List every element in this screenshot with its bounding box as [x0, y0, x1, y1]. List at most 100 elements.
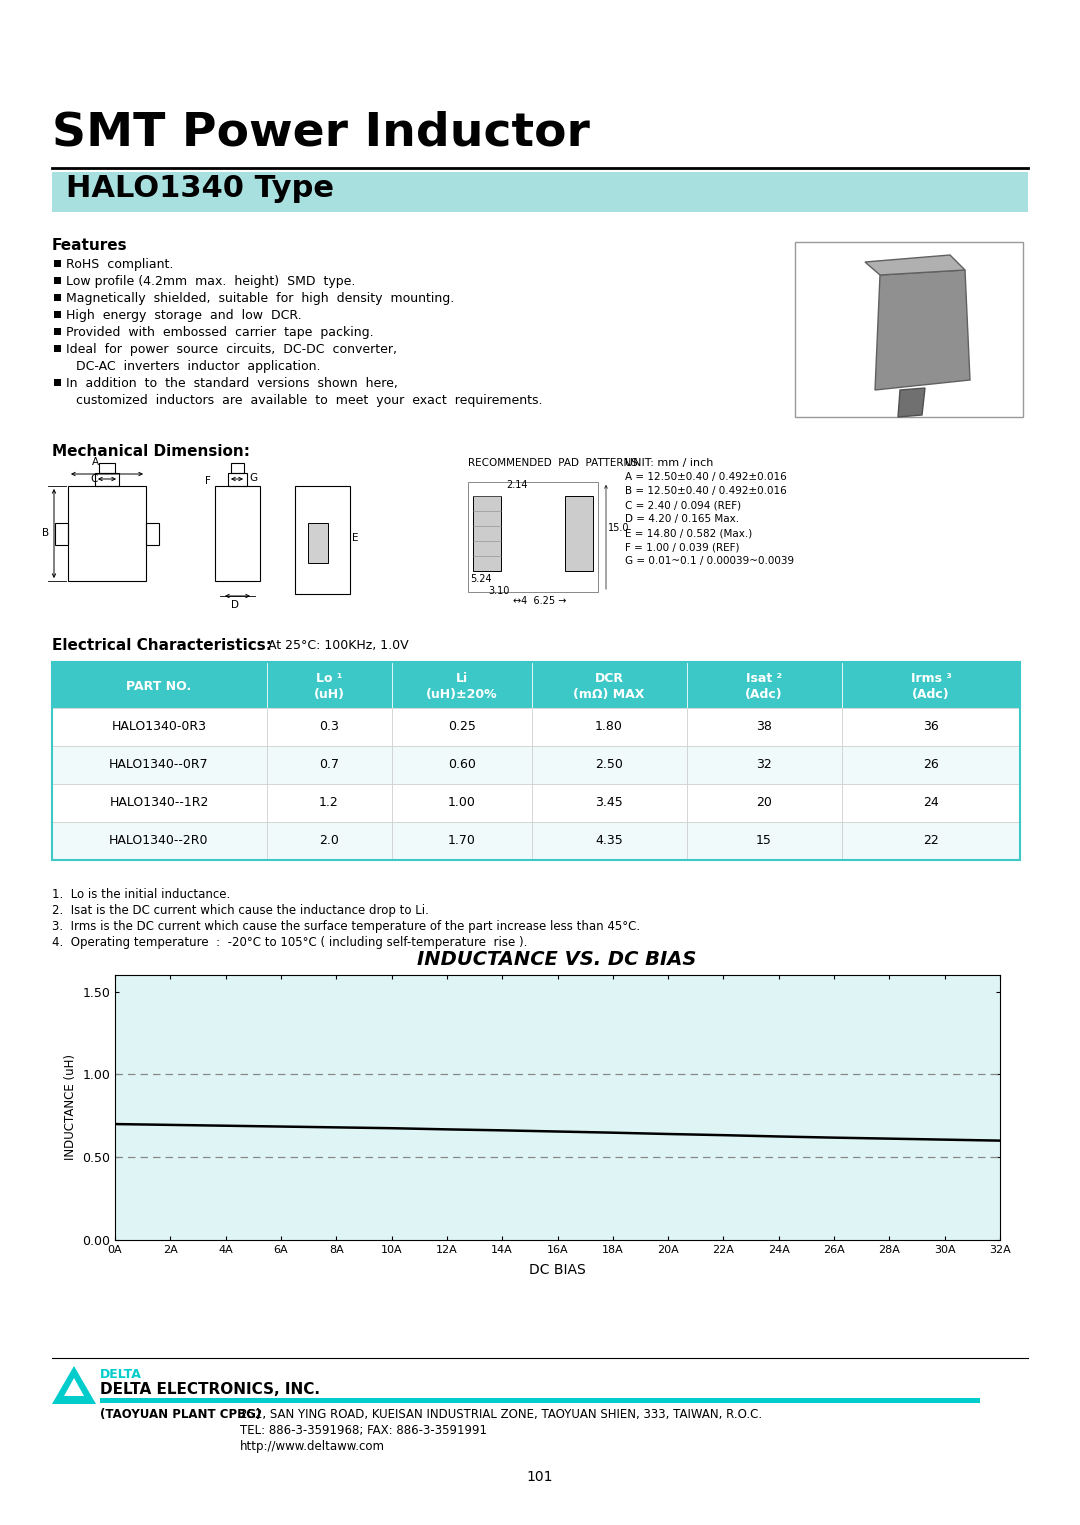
Bar	[687, 822, 842, 860]
Text: 0.7: 0.7	[319, 758, 339, 772]
Text: Li: Li	[456, 673, 468, 685]
Bar	[54, 380, 60, 386]
Text: 1.80: 1.80	[595, 720, 623, 734]
Text: 2.0: 2.0	[319, 834, 339, 846]
Text: HALO1340--0R7: HALO1340--0R7	[109, 758, 208, 772]
Text: (Adc): (Adc)	[745, 688, 783, 702]
Text: 15: 15	[756, 834, 772, 846]
Text: Isat ²: Isat ²	[746, 673, 782, 685]
Text: Low profile (4.2mm  max.  height)  SMD  type.: Low profile (4.2mm max. height) SMD type…	[66, 274, 355, 288]
Bar	[52, 708, 267, 746]
Text: DELTA: DELTA	[100, 1368, 141, 1382]
Bar	[842, 784, 1020, 822]
Polygon shape	[875, 270, 970, 390]
Text: 4.35: 4.35	[595, 834, 623, 846]
Text: 32: 32	[756, 758, 772, 772]
Y-axis label: INDUCTANCE (uH): INDUCTANCE (uH)	[64, 1054, 77, 1161]
Bar	[565, 496, 593, 570]
Bar	[842, 662, 1020, 708]
Text: C: C	[90, 474, 97, 483]
Text: DC-AC  inverters  inductor  application.: DC-AC inverters inductor application.	[76, 360, 321, 374]
Text: G: G	[249, 473, 257, 483]
Text: TEL: 886-3-3591968; FAX: 886-3-3591991: TEL: 886-3-3591968; FAX: 886-3-3591991	[240, 1424, 487, 1437]
Bar	[532, 784, 687, 822]
Bar	[99, 464, 114, 473]
Bar	[267, 708, 392, 746]
Bar	[532, 822, 687, 860]
Text: 4.  Operating temperature  :  -20°C to 105°C ( including self-temperature  rise : 4. Operating temperature : -20°C to 105°…	[52, 936, 527, 949]
Text: 3.10: 3.10	[488, 586, 510, 596]
Text: Magnetically  shielded,  suitable  for  high  density  mounting.: Magnetically shielded, suitable for high…	[66, 291, 455, 305]
Bar	[231, 464, 244, 473]
Bar	[392, 822, 532, 860]
Text: Irms ³: Irms ³	[910, 673, 951, 685]
Bar	[52, 784, 267, 822]
Text: E = 14.80 / 0.582 (Max.): E = 14.80 / 0.582 (Max.)	[625, 528, 753, 538]
Polygon shape	[52, 1366, 96, 1405]
Bar	[95, 473, 119, 486]
Bar	[54, 259, 60, 267]
Bar	[52, 822, 267, 860]
Bar	[146, 523, 159, 544]
Text: High  energy  storage  and  low  DCR.: High energy storage and low DCR.	[66, 310, 301, 322]
Bar	[54, 278, 60, 284]
Text: B: B	[42, 528, 49, 538]
Text: Provided  with  embossed  carrier  tape  packing.: Provided with embossed carrier tape pack…	[66, 326, 374, 339]
Bar	[228, 473, 247, 486]
Text: 252, SAN YING ROAD, KUEISAN INDUSTRIAL ZONE, TAOYUAN SHIEN, 333, TAIWAN, R.O.C.: 252, SAN YING ROAD, KUEISAN INDUSTRIAL Z…	[240, 1408, 762, 1421]
Bar	[532, 746, 687, 784]
Text: 101: 101	[527, 1470, 553, 1484]
Text: 0.3: 0.3	[319, 720, 339, 734]
Text: DELTA ELECTRONICS, INC.: DELTA ELECTRONICS, INC.	[100, 1382, 320, 1397]
Text: 36: 36	[923, 720, 939, 734]
Bar	[842, 708, 1020, 746]
Text: 1.2: 1.2	[319, 796, 339, 808]
Text: (mΩ) MAX: (mΩ) MAX	[573, 688, 645, 702]
Text: 2.14: 2.14	[507, 480, 527, 490]
Text: A = 12.50±0.40 / 0.492±0.016: A = 12.50±0.40 / 0.492±0.016	[625, 473, 786, 482]
Text: C = 2.40 / 0.094 (REF): C = 2.40 / 0.094 (REF)	[625, 500, 741, 509]
Text: A: A	[92, 458, 98, 467]
Bar	[52, 746, 267, 784]
Bar	[267, 784, 392, 822]
Text: 26: 26	[923, 758, 939, 772]
Text: 24: 24	[923, 796, 939, 808]
Text: Ideal  for  power  source  circuits,  DC-DC  converter,: Ideal for power source circuits, DC-DC c…	[66, 343, 397, 355]
Bar	[795, 242, 1023, 416]
Bar	[842, 746, 1020, 784]
Bar	[842, 822, 1020, 860]
Bar	[267, 822, 392, 860]
Text: DCR: DCR	[594, 673, 623, 685]
Text: 38: 38	[756, 720, 772, 734]
Text: RECOMMENDED  PAD  PATTERNS: RECOMMENDED PAD PATTERNS	[468, 458, 638, 468]
Text: Features: Features	[52, 238, 127, 253]
Bar	[532, 662, 687, 708]
Bar	[54, 294, 60, 300]
Bar	[100, 1398, 980, 1403]
Bar	[308, 523, 328, 563]
Bar	[54, 311, 60, 319]
Bar	[392, 708, 532, 746]
Text: F: F	[205, 476, 211, 486]
Text: (uH): (uH)	[313, 688, 345, 702]
Text: E: E	[352, 534, 359, 543]
Bar	[687, 784, 842, 822]
Bar	[215, 486, 260, 581]
Text: HALO1340--1R2: HALO1340--1R2	[109, 796, 208, 808]
Bar	[392, 746, 532, 784]
Bar	[52, 172, 1028, 212]
Text: At 25°C: 100KHz, 1.0V: At 25°C: 100KHz, 1.0V	[268, 639, 408, 653]
Bar	[55, 523, 68, 544]
Text: 1.00: 1.00	[448, 796, 476, 808]
Bar	[54, 345, 60, 352]
Text: 20: 20	[756, 796, 772, 808]
Polygon shape	[897, 387, 924, 416]
Bar	[267, 746, 392, 784]
Bar	[687, 746, 842, 784]
Text: INDUCTANCE VS. DC BIAS: INDUCTANCE VS. DC BIAS	[417, 950, 697, 968]
Bar	[532, 708, 687, 746]
Text: 3.45: 3.45	[595, 796, 623, 808]
Text: (uH)±20%: (uH)±20%	[427, 688, 498, 702]
Text: http://www.deltaww.com: http://www.deltaww.com	[240, 1440, 384, 1453]
Bar	[295, 486, 350, 595]
